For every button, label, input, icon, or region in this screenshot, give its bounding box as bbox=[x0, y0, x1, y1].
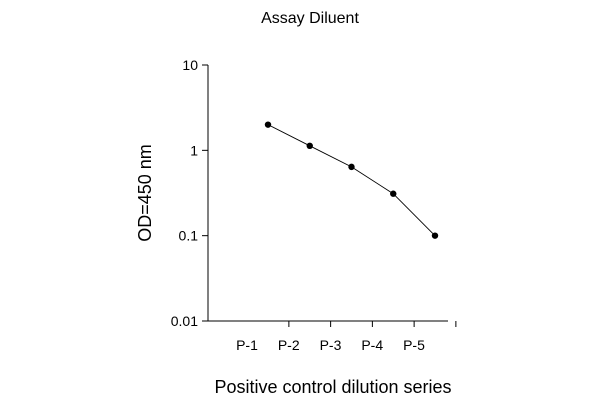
y-tick-label: 10 bbox=[182, 57, 198, 73]
y-tick-label: 0.1 bbox=[179, 228, 199, 244]
y-tick-label: 0.01 bbox=[171, 313, 198, 329]
data-point-p-4 bbox=[390, 190, 397, 197]
x-tick-label: P-4 bbox=[361, 337, 383, 353]
x-tick-label: P-2 bbox=[278, 337, 300, 353]
y-axis-label: OD=450 nm bbox=[135, 144, 155, 242]
y-ticks: 0.01 0.1 1 10 bbox=[171, 57, 208, 329]
x-tick-label: P-5 bbox=[403, 337, 425, 353]
x-axis-label: Positive control dilution series bbox=[214, 377, 451, 397]
chart-title: Assay Diluent bbox=[261, 10, 359, 27]
series-line bbox=[267, 124, 436, 236]
x-ticks: P-1 P-2 P-3 P-4 P-5 bbox=[236, 321, 457, 353]
x-tick-label: P-3 bbox=[320, 337, 342, 353]
plot-area: 0.01 0.1 1 10 P-1 P-2 P-3 P-4 P-5 bbox=[171, 57, 457, 353]
data-series bbox=[264, 121, 439, 239]
data-point-p-1 bbox=[264, 121, 272, 128]
data-point-p-3 bbox=[348, 163, 355, 171]
x-tick-label: P-1 bbox=[236, 337, 258, 353]
data-point-p-2 bbox=[306, 142, 313, 150]
y-tick-label: 1 bbox=[190, 142, 198, 158]
data-point-p-5 bbox=[431, 232, 439, 239]
